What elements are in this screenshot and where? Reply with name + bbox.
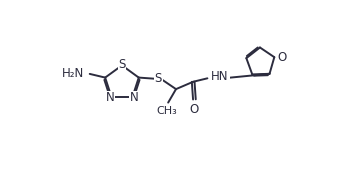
Text: CH₃: CH₃ [157, 106, 177, 116]
Text: N: N [106, 91, 114, 104]
Text: O: O [190, 103, 199, 116]
Text: S: S [118, 58, 126, 71]
Text: O: O [277, 51, 287, 64]
Text: HN: HN [211, 70, 229, 83]
Text: S: S [155, 72, 162, 85]
Text: H₂N: H₂N [62, 67, 84, 80]
Text: N: N [129, 91, 138, 104]
